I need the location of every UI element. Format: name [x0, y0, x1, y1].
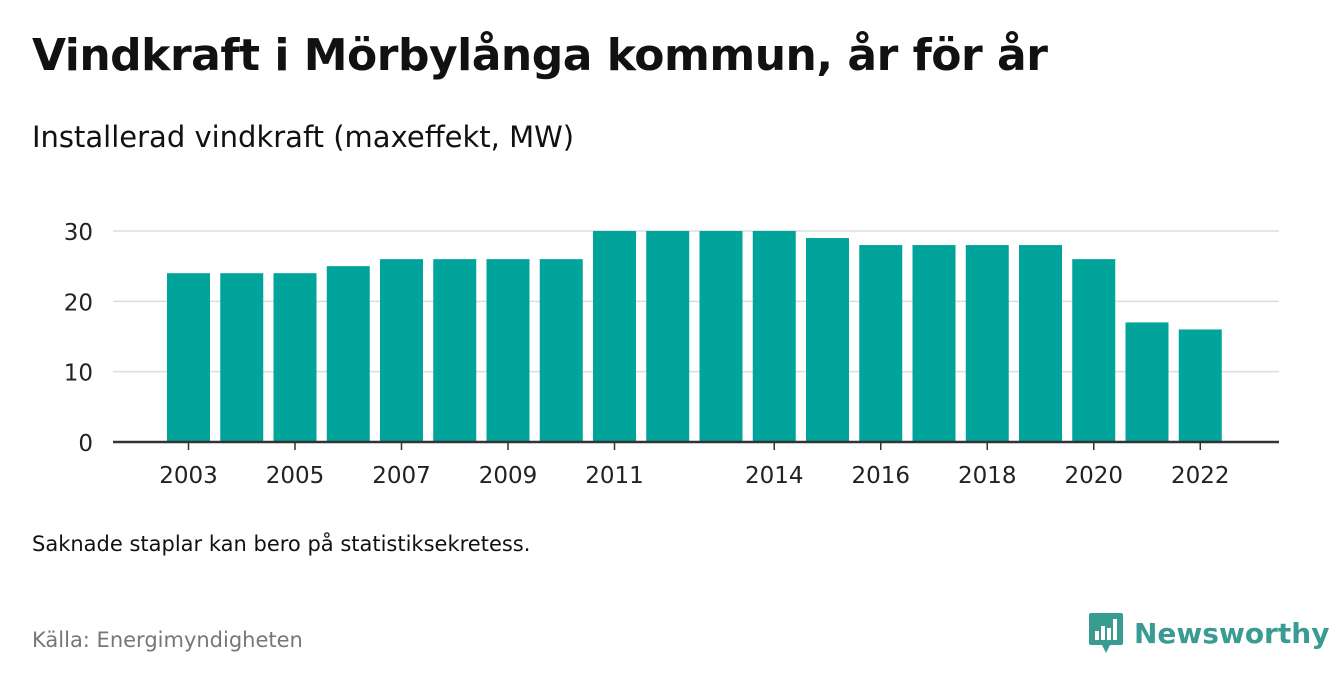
source-label: Källa: Energimyndigheten — [32, 628, 303, 652]
bar-2008 — [433, 259, 477, 442]
bar-2009 — [486, 259, 530, 442]
x-tick-label: 2022 — [1171, 463, 1230, 489]
bar-2006 — [326, 266, 370, 442]
y-tick-label: 20 — [64, 290, 93, 316]
bar-2003 — [167, 273, 210, 442]
bar-2016 — [859, 245, 903, 442]
x-axis-ticks: 2003 2005 2007 2009 2011 2014 2016 2018 2020 2022 — [159, 442, 1230, 489]
bar-2005 — [273, 273, 317, 442]
bar-2010 — [539, 259, 583, 442]
newsworthy-logo-icon — [1089, 613, 1123, 653]
brand-name: Newsworthy — [1134, 616, 1330, 650]
bar-2004 — [220, 273, 264, 442]
footnote: Saknade staplar kan bero på statistiksek… — [32, 532, 531, 556]
x-tick-label: 2020 — [1064, 463, 1123, 489]
x-tick-label: 2016 — [851, 463, 910, 489]
bar-2019 — [1019, 245, 1062, 442]
bar-2020 — [1072, 259, 1116, 442]
bar-2013 — [699, 231, 743, 442]
y-tick-label: 30 — [64, 220, 93, 246]
bar-chart: 0 10 20 30 2003 2005 2007 2009 2011 2014 2016 2018… — [64, 220, 1279, 489]
bar-2018 — [965, 245, 1009, 442]
chart-title: Vindkraft i Mörbylånga kommun, år för år — [32, 30, 1048, 81]
bar-2007 — [380, 259, 423, 442]
bar-2022 — [1178, 329, 1222, 442]
x-tick-label: 2018 — [958, 463, 1017, 489]
bar-2014 — [752, 231, 796, 442]
x-tick-label: 2003 — [159, 463, 218, 489]
x-tick-label: 2009 — [479, 463, 538, 489]
bar-2011 — [593, 231, 636, 442]
y-axis-ticks: 0 10 20 30 — [64, 220, 93, 457]
x-tick-label: 2005 — [266, 463, 325, 489]
y-tick-label: 10 — [64, 361, 93, 387]
bars — [167, 231, 1222, 442]
bar-2015 — [806, 238, 849, 442]
x-tick-label: 2007 — [372, 463, 431, 489]
x-tick-label: 2011 — [585, 463, 644, 489]
chart-subtitle: Installerad vindkraft (maxeffekt, MW) — [32, 120, 575, 154]
brand-logo: Newsworthy — [1088, 611, 1329, 655]
bar-2017 — [912, 245, 956, 442]
bar-2021 — [1125, 322, 1169, 442]
x-tick-label: 2014 — [745, 463, 804, 489]
y-tick-label: 0 — [78, 431, 93, 457]
bar-2012 — [646, 231, 690, 442]
